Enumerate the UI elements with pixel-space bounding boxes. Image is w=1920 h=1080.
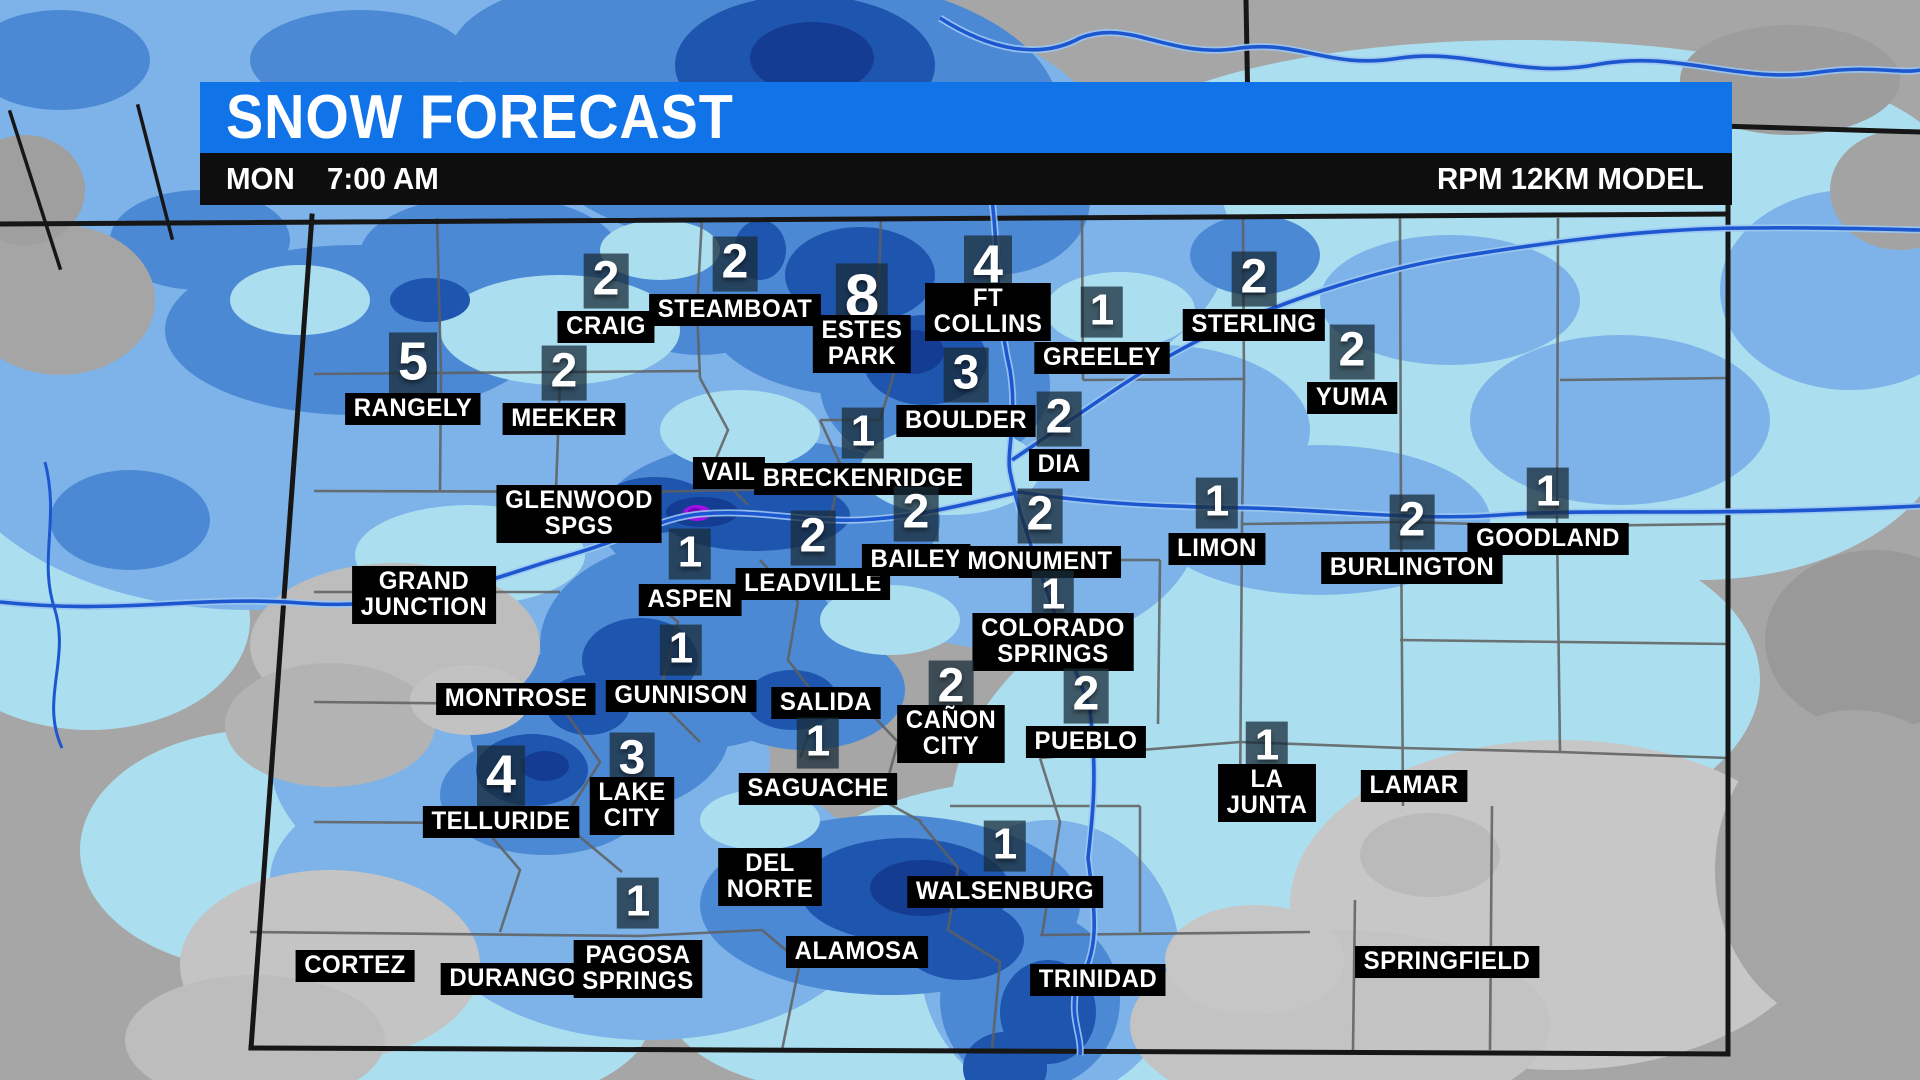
city-label: GUNNISON (605, 680, 757, 712)
snow-amount: 2 (583, 253, 629, 309)
snow-amount: 1 (796, 717, 840, 769)
city-label: DIA (1028, 449, 1090, 481)
city-label: STERLING (1182, 309, 1326, 341)
snow-amount: 2 (893, 486, 939, 542)
snow-amount: 1 (1526, 467, 1570, 519)
snow-amount: 2 (1389, 494, 1435, 550)
city-label: GLENWOOD SPGS (496, 485, 662, 543)
snow-amount: 1 (1031, 570, 1075, 622)
city-label: RANGELY (345, 393, 481, 425)
snow-amount: 4 (476, 745, 526, 807)
city-label: SALIDA (771, 687, 881, 719)
forecast-time: 7:00 AM (327, 161, 439, 196)
snow-amount: 1 (616, 877, 660, 929)
snow-amount: 3 (943, 347, 989, 403)
page-title: SNOW FORECAST (226, 83, 734, 152)
city-label: GREELEY (1034, 342, 1170, 374)
header-banner: SNOW FORECAST MON 7:00 AM RPM 12KM MODEL (200, 82, 1732, 205)
snow-amount: 2 (790, 510, 836, 566)
city-label: DEL NORTE (718, 848, 822, 906)
snow-amount: 1 (668, 528, 712, 580)
snow-amount: 1 (1245, 721, 1289, 773)
city-label: FT COLLINS (925, 283, 1051, 341)
snow-amount: 5 (388, 332, 438, 394)
forecast-datetime: MON 7:00 AM (226, 161, 439, 197)
city-label: YUMA (1307, 382, 1397, 414)
city-label: BAILEY (861, 544, 971, 576)
snow-amount: 1 (841, 407, 885, 459)
city-label: DURANGO (440, 963, 586, 995)
city-label: CAÑON CITY (897, 705, 1005, 763)
city-label: CRAIG (557, 311, 655, 343)
city-label: GOODLAND (1467, 523, 1629, 555)
snow-amount: 1 (1195, 477, 1239, 529)
city-label: MEEKER (502, 403, 626, 435)
snow-amount: 2 (1063, 668, 1109, 724)
city-label: SAGUACHE (738, 773, 898, 805)
city-label: MONTROSE (436, 683, 596, 715)
city-label: ESTES PARK (812, 315, 912, 373)
city-label: MONUMENT (958, 546, 1122, 578)
city-label: LAKE CITY (589, 777, 675, 835)
banner-info-bar: MON 7:00 AM RPM 12KM MODEL (200, 153, 1732, 205)
city-label: COLORADO SPRINGS (972, 613, 1134, 671)
snow-amount: 2 (541, 345, 587, 401)
city-label: WALSENBURG (907, 876, 1103, 908)
city-label: GRAND JUNCTION (352, 566, 496, 624)
model-label: RPM 12KM MODEL (1437, 161, 1704, 196)
city-label: SPRINGFIELD (1355, 946, 1539, 978)
city-label: BOULDER (896, 405, 1036, 437)
city-label: PUEBLO (1025, 726, 1147, 758)
city-label: ALAMOSA (786, 936, 928, 968)
city-label: BURLINGTON (1321, 552, 1503, 584)
snow-amount: 2 (1017, 488, 1063, 544)
snow-amount: 1 (659, 624, 703, 676)
city-label: TRINIDAD (1030, 964, 1166, 996)
city-label: STEAMBOAT (649, 294, 821, 326)
city-label: LAMAR (1360, 770, 1468, 802)
banner-title-bar: SNOW FORECAST (200, 82, 1732, 153)
city-label: ASPEN (638, 584, 742, 616)
snow-amount: 2 (1329, 324, 1375, 380)
forecast-day: MON (226, 161, 295, 196)
city-label: LA JUNTA (1218, 764, 1316, 822)
city-label: BRECKENRIDGE (754, 463, 972, 495)
city-label: VAIL (692, 457, 766, 489)
snow-amount: 1 (1080, 286, 1124, 338)
snow-amount: 2 (1036, 391, 1082, 447)
city-label: TELLURIDE (422, 806, 580, 838)
no-snow-patches (0, 25, 1920, 1080)
snow-amount: 2 (1231, 251, 1277, 307)
city-label: CORTEZ (295, 950, 415, 982)
snow-amount: 1 (983, 820, 1027, 872)
city-label: PAGOSA SPRINGS (573, 940, 703, 998)
city-label: LIMON (1168, 533, 1266, 565)
snow-amount: 2 (712, 236, 758, 292)
